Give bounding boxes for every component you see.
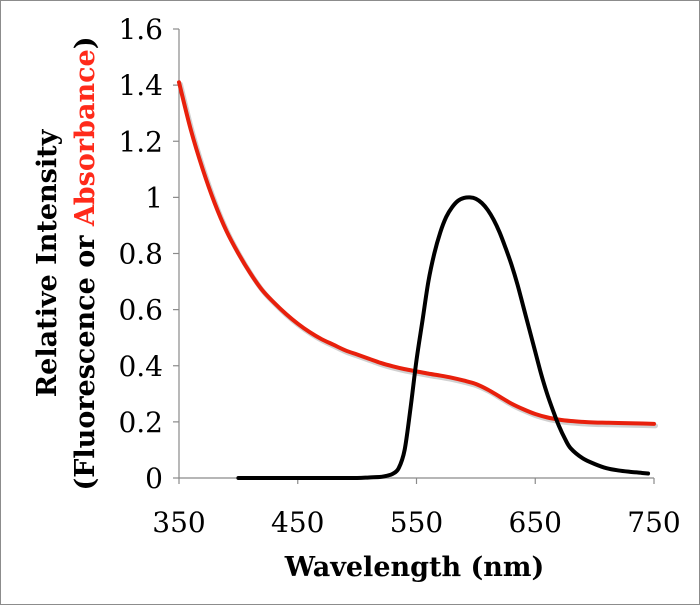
y-tick-label: 0.8 bbox=[118, 238, 163, 271]
y-axis-title-absorbance: Absorbance bbox=[70, 49, 101, 227]
y-tick-label: 0.6 bbox=[118, 294, 163, 327]
y-tick-label: 1 bbox=[145, 181, 163, 214]
x-tick-label: 350 bbox=[152, 506, 205, 539]
x-tick-label: 450 bbox=[271, 506, 324, 539]
y-axis-title-line2: (Fluorescence or Absorbance) bbox=[70, 36, 101, 490]
x-tick-label: 750 bbox=[627, 506, 680, 539]
y-tick-label: 0.4 bbox=[118, 350, 163, 383]
y-tick-label: 0 bbox=[145, 462, 163, 495]
y-tick-label: 1.4 bbox=[118, 69, 163, 102]
y-axis-title-suffix: ) bbox=[70, 36, 101, 49]
y-tick-label: 1.2 bbox=[118, 125, 163, 158]
y-tick-label: 0.2 bbox=[118, 406, 163, 439]
fluorescence-line bbox=[236, 195, 651, 481]
x-tick-label: 550 bbox=[390, 506, 443, 539]
absorbance-line-shadow bbox=[178, 81, 658, 429]
x-axis-title: Wavelength (nm) bbox=[284, 552, 545, 583]
y-axis-title-prefix: (Fluorescence or bbox=[70, 226, 101, 490]
y-tick-label: 1.6 bbox=[118, 13, 163, 46]
x-tick-label: 650 bbox=[509, 506, 562, 539]
y-axis-title-line1: Relative Intensity bbox=[32, 128, 63, 397]
